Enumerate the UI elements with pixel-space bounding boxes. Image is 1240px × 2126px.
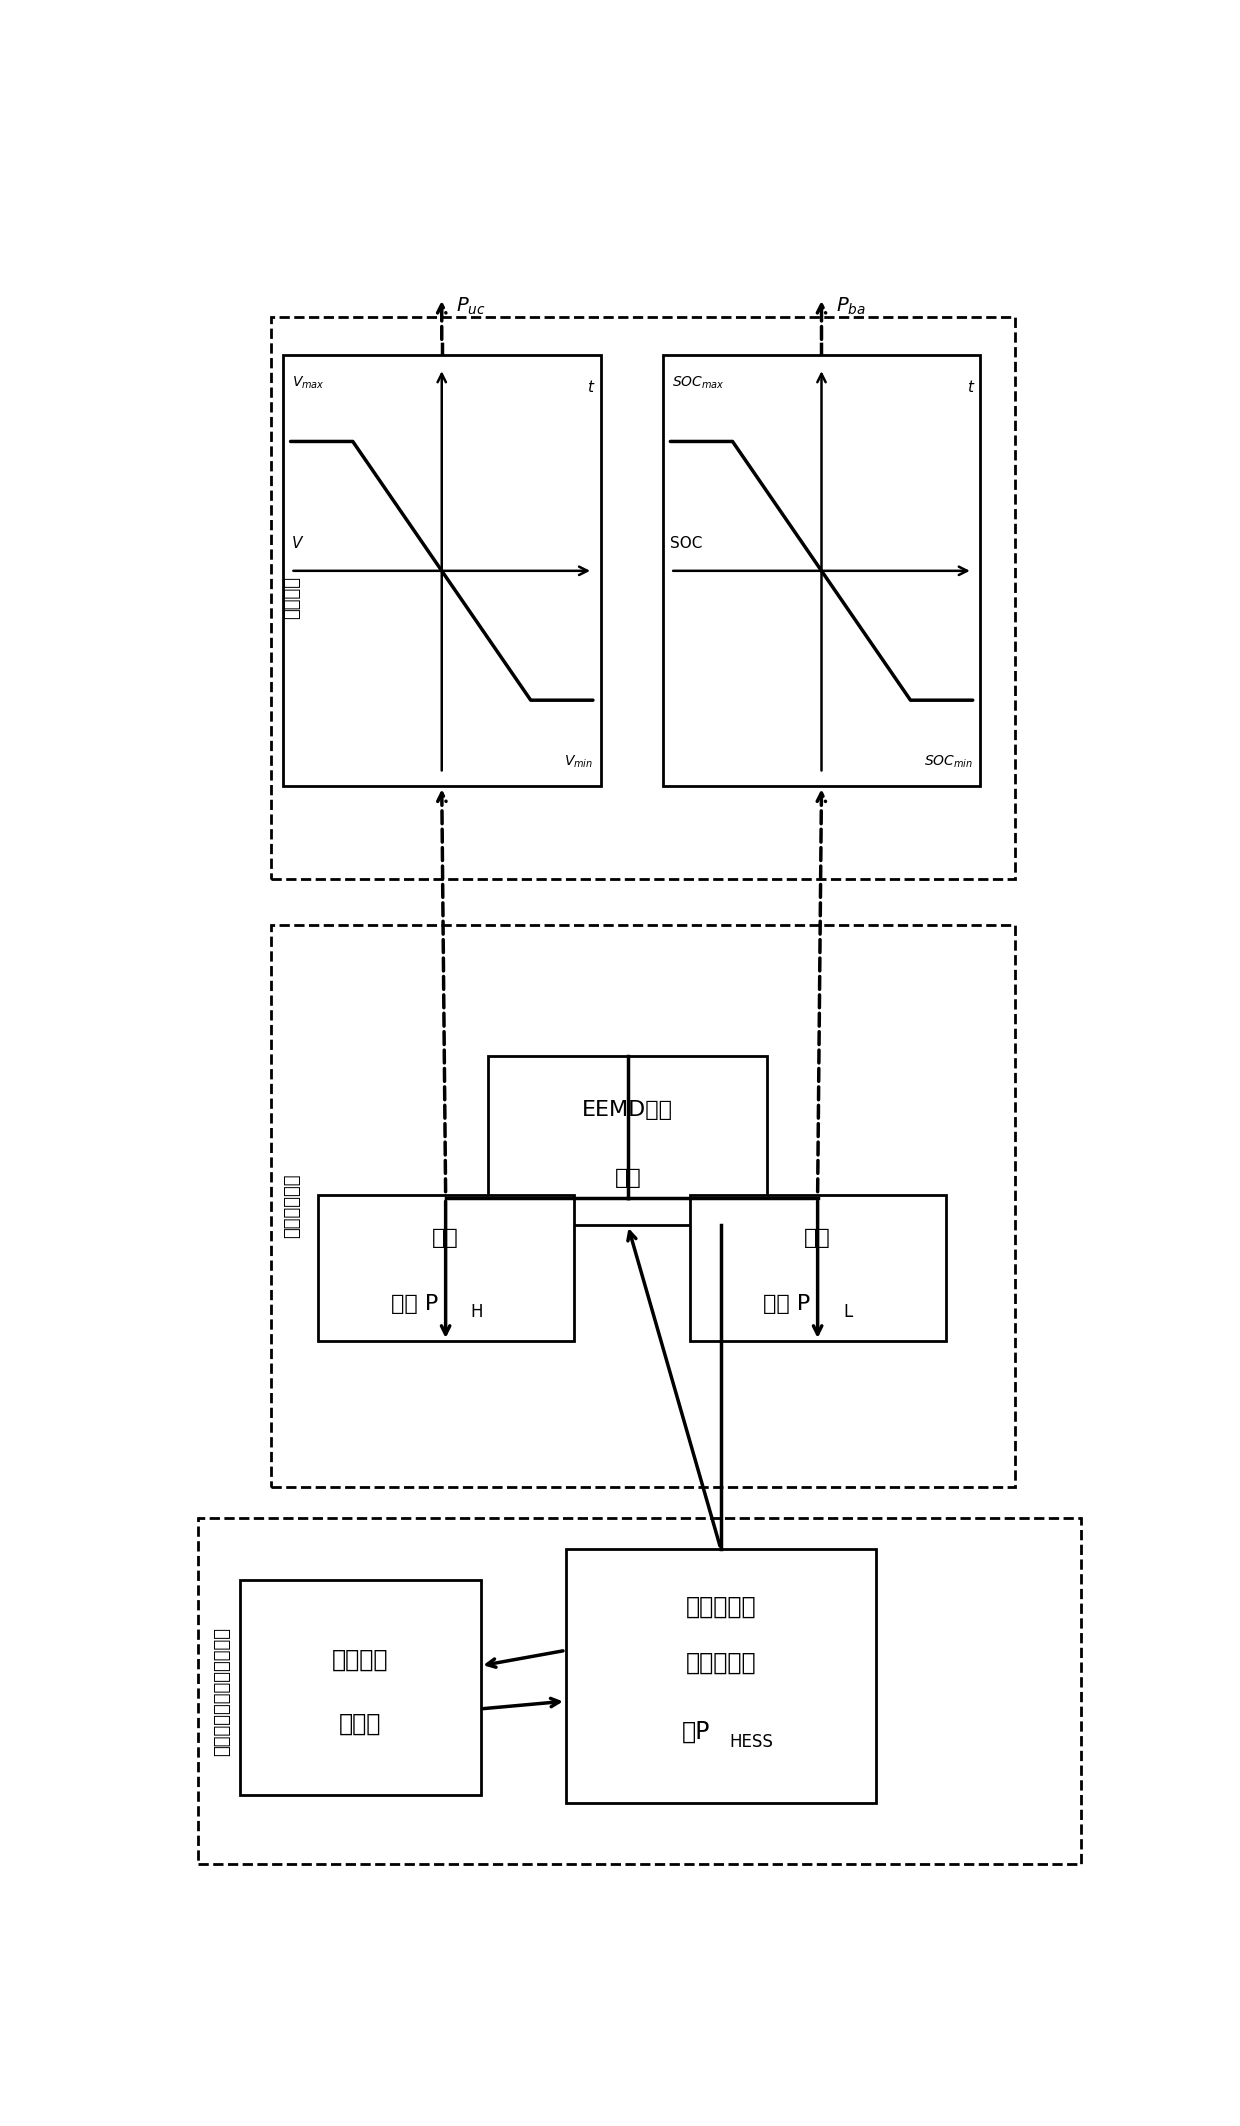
Text: 衡功率: 衡功率 <box>340 1711 382 1737</box>
Text: t: t <box>587 381 593 395</box>
Text: 技术: 技术 <box>614 1167 641 1188</box>
Bar <box>241 1580 481 1794</box>
Bar <box>197 1518 1081 1865</box>
Bar <box>489 1057 768 1225</box>
Text: $V$: $V$ <box>290 536 304 551</box>
Text: HESS: HESS <box>730 1733 774 1752</box>
Text: 率P: 率P <box>682 1720 711 1743</box>
Text: t: t <box>967 381 972 395</box>
Bar <box>689 1195 945 1342</box>
Text: L: L <box>843 1303 853 1320</box>
Text: 分量 P: 分量 P <box>764 1295 811 1314</box>
Bar <box>317 1195 573 1342</box>
Text: $SOC_{max}$: $SOC_{max}$ <box>672 374 725 391</box>
Text: 混合储能系: 混合储能系 <box>686 1594 756 1620</box>
Bar <box>283 355 600 787</box>
Bar <box>662 355 981 787</box>
Text: $P_{uc}$: $P_{uc}$ <box>456 296 486 317</box>
Text: SOC: SOC <box>671 536 703 551</box>
Text: $V_{min}$: $V_{min}$ <box>564 753 593 770</box>
Text: 电网不平: 电网不平 <box>332 1648 388 1671</box>
Text: 统充放电功: 统充放电功 <box>686 1652 756 1675</box>
Text: H: H <box>470 1303 482 1320</box>
Bar <box>272 317 1016 878</box>
Text: $P_{ba}$: $P_{ba}$ <box>836 296 866 317</box>
Text: 混合储能充放电总功率环节: 混合储能充放电总功率环节 <box>212 1626 231 1756</box>
Text: $SOC_{min}$: $SOC_{min}$ <box>924 753 972 770</box>
Text: 功率分配环节: 功率分配环节 <box>284 1174 301 1237</box>
Bar <box>565 1548 875 1803</box>
Text: EEMD分解: EEMD分解 <box>583 1099 673 1120</box>
Text: 高频: 高频 <box>433 1229 459 1248</box>
Text: 分量 P: 分量 P <box>392 1295 439 1314</box>
Text: 限幅环节: 限幅环节 <box>284 576 301 619</box>
Text: 低频: 低频 <box>805 1229 831 1248</box>
Text: $V_{max}$: $V_{max}$ <box>293 374 325 391</box>
Bar <box>272 925 1016 1486</box>
